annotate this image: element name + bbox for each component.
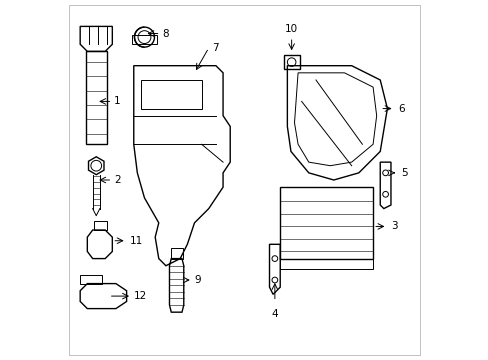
Bar xyxy=(94,221,107,230)
Text: 3: 3 xyxy=(390,221,397,231)
Bar xyxy=(170,248,183,258)
Text: 7: 7 xyxy=(212,43,219,53)
Text: 1: 1 xyxy=(114,96,121,107)
Text: 5: 5 xyxy=(401,168,407,178)
Bar xyxy=(283,55,299,69)
Text: 12: 12 xyxy=(134,291,147,301)
Text: 6: 6 xyxy=(397,104,404,113)
Bar xyxy=(132,35,157,44)
Text: 4: 4 xyxy=(271,309,278,319)
Text: 11: 11 xyxy=(130,236,143,246)
Text: 10: 10 xyxy=(285,23,298,33)
Bar xyxy=(80,275,102,284)
Text: 8: 8 xyxy=(162,28,169,39)
Bar xyxy=(280,258,372,269)
Text: 9: 9 xyxy=(194,275,201,285)
Bar xyxy=(280,187,372,258)
Text: 2: 2 xyxy=(114,175,121,185)
